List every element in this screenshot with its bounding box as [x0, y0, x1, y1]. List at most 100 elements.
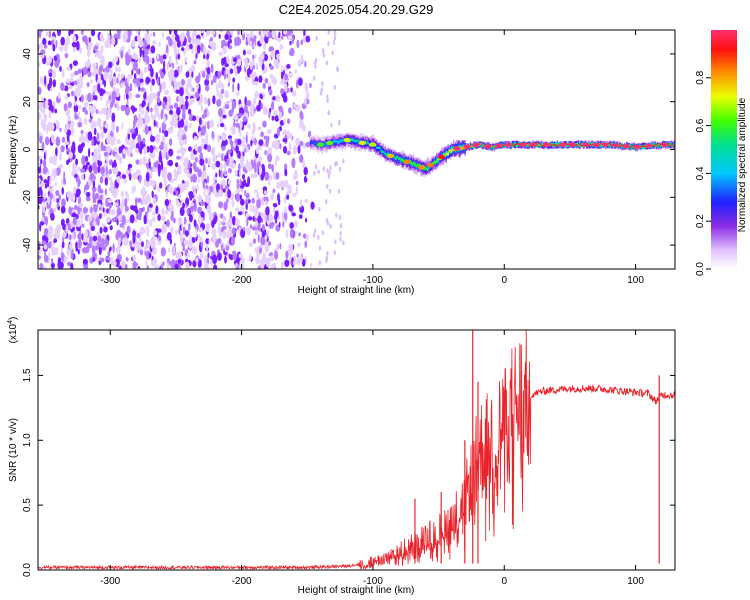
noise-speck [87, 48, 91, 58]
noise-speck [87, 71, 92, 78]
noise-speck [313, 75, 316, 81]
noise-speck [262, 106, 268, 116]
noise-speck [139, 226, 145, 236]
noise-speck [279, 243, 282, 250]
noise-speck [255, 147, 260, 155]
noise-speck [273, 59, 279, 67]
noise-speck [299, 154, 304, 164]
noise-speck [165, 189, 168, 198]
noise-speck [113, 147, 118, 152]
noise-speck [149, 135, 156, 142]
noise-speck [258, 139, 264, 146]
noise-speck [129, 240, 132, 247]
signal-cell [565, 142, 567, 144]
noise-speck [177, 258, 182, 264]
noise-speck [130, 105, 135, 111]
noise-speck [305, 90, 310, 101]
signal-cell [338, 140, 340, 144]
noise-speck [71, 41, 77, 48]
noise-speck [236, 182, 239, 189]
noise-speck [224, 164, 227, 173]
noise-speck [199, 158, 205, 166]
noise-speck [285, 250, 289, 259]
noise-speck [163, 115, 166, 125]
noise-speck [126, 225, 131, 235]
noise-speck [49, 99, 52, 108]
noise-speck [201, 137, 205, 144]
noise-speck [269, 65, 274, 71]
signal-knot [582, 142, 590, 147]
noise-speck [135, 94, 141, 98]
noise-speck [261, 63, 265, 71]
noise-speck [279, 43, 284, 50]
noise-speck [199, 252, 204, 260]
noise-speck [76, 40, 80, 51]
signal-knot [463, 144, 471, 149]
noise-speck [203, 96, 208, 105]
noise-speck [218, 107, 223, 117]
signal-cell [401, 158, 403, 161]
noise-speck [175, 81, 181, 88]
noise-speck [107, 251, 111, 257]
signal-cell [315, 143, 317, 146]
noise-speck [253, 35, 257, 40]
noise-speck [141, 100, 146, 107]
noise-speck [81, 30, 84, 36]
noise-speck [247, 123, 251, 129]
signal-cell [610, 143, 612, 146]
signal-cell [654, 142, 656, 147]
signal-cell [417, 164, 419, 169]
noise-speck [73, 168, 77, 175]
signal-knot [543, 142, 551, 147]
noise-speck [160, 247, 166, 257]
signal-cell [610, 144, 612, 146]
noise-speck [206, 175, 210, 184]
noise-speck [63, 171, 66, 181]
noise-speck [107, 108, 111, 119]
noise-speck [44, 75, 47, 86]
noise-speck [90, 79, 93, 84]
noise-speck [92, 220, 97, 226]
noise-speck [77, 82, 82, 90]
noise-speck [58, 45, 64, 52]
noise-speck [162, 169, 167, 179]
noise-speck [102, 207, 105, 213]
noise-speck [114, 103, 117, 108]
noise-speck [87, 131, 93, 141]
noise-speck [125, 58, 130, 66]
noise-speck [84, 229, 88, 239]
signal-cell [411, 162, 414, 166]
noise-speck [141, 241, 144, 248]
noise-speck [44, 254, 48, 263]
noise-speck [257, 234, 260, 243]
signal-cell [577, 144, 580, 147]
noise-speck [318, 245, 322, 251]
noise-speck [286, 118, 291, 124]
noise-speck [159, 150, 162, 161]
noise-speck [215, 82, 218, 92]
signal-cell [425, 167, 427, 171]
noise-speck [104, 123, 109, 129]
noise-speck [232, 77, 236, 83]
noise-speck [114, 202, 119, 207]
noise-speck [194, 156, 198, 163]
noise-speck [121, 45, 125, 52]
noise-speck [217, 134, 220, 143]
noise-speck [251, 205, 255, 213]
noise-speck [77, 104, 82, 110]
noise-speck [220, 88, 225, 94]
noise-speck [327, 30, 330, 35]
noise-speck [210, 63, 214, 74]
colorbar-label: Normalized spectral amplitude [737, 97, 748, 232]
noise-speck [224, 191, 228, 198]
noise-speck [90, 30, 96, 37]
noise-speck [171, 62, 175, 69]
noise-speck [157, 213, 161, 222]
signal-cell [309, 141, 312, 145]
noise-speck [132, 205, 137, 212]
noise-speck [43, 44, 48, 49]
noise-speck [125, 263, 128, 269]
noise-speck [302, 233, 307, 239]
noise-speck [129, 168, 133, 173]
signal-cell [451, 148, 454, 152]
